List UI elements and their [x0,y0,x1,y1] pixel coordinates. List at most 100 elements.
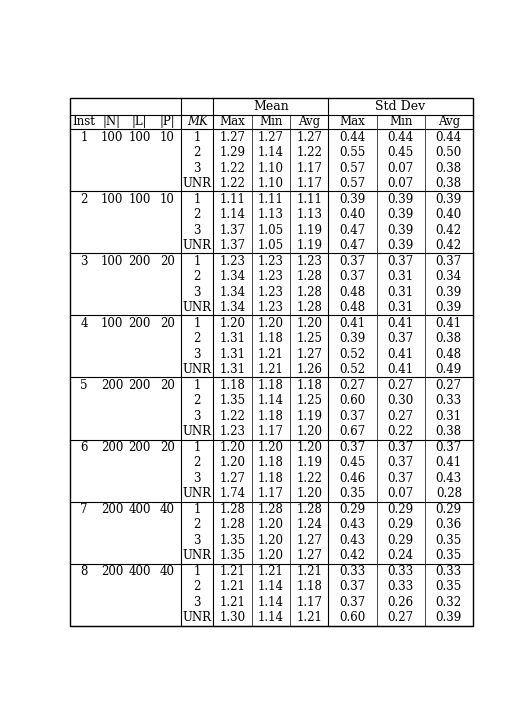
Text: 0.67: 0.67 [339,425,366,438]
Text: 0.31: 0.31 [436,409,462,423]
Text: 200: 200 [101,378,123,392]
Text: 1.27: 1.27 [296,347,322,361]
Text: 0.47: 0.47 [339,239,366,252]
Text: 2: 2 [193,333,201,345]
Text: 1.10: 1.10 [258,162,284,174]
Text: 0.33: 0.33 [436,565,462,578]
Text: 1.19: 1.19 [296,409,322,423]
Text: 1.22: 1.22 [219,409,245,423]
Text: 0.39: 0.39 [387,208,414,221]
Text: 3: 3 [193,472,201,485]
Text: 0.52: 0.52 [339,347,366,361]
Text: 1.34: 1.34 [219,270,245,283]
Text: 1.34: 1.34 [219,301,245,314]
Text: 0.31: 0.31 [387,301,413,314]
Text: UNR: UNR [183,549,212,562]
Text: 1.20: 1.20 [258,549,284,562]
Text: Max: Max [340,116,365,128]
Text: 1.29: 1.29 [219,146,245,159]
Text: 10: 10 [160,193,175,205]
Text: 6: 6 [81,441,88,454]
Text: 0.39: 0.39 [436,301,462,314]
Text: 0.36: 0.36 [436,518,462,532]
Text: 7: 7 [81,503,88,516]
Text: 0.37: 0.37 [387,255,414,268]
Text: 0.27: 0.27 [387,378,413,392]
Text: 0.41: 0.41 [387,317,413,330]
Text: Min: Min [389,116,412,128]
Text: 0.29: 0.29 [436,503,462,516]
Text: 0.43: 0.43 [339,534,366,547]
Text: 1: 1 [193,441,201,454]
Text: 1.26: 1.26 [296,363,322,376]
Text: 100: 100 [101,255,123,268]
Text: 1.23: 1.23 [219,425,245,438]
Text: 1.19: 1.19 [296,456,322,469]
Text: 0.27: 0.27 [387,409,413,423]
Text: 0.42: 0.42 [436,239,462,252]
Text: 1.20: 1.20 [258,534,284,547]
Text: 400: 400 [128,565,151,578]
Text: 1.20: 1.20 [296,487,322,501]
Text: 1: 1 [81,131,88,143]
Text: 1: 1 [193,503,201,516]
Text: 0.29: 0.29 [339,503,366,516]
Text: MK: MK [187,116,208,128]
Text: 1.23: 1.23 [258,286,284,299]
Text: 1.19: 1.19 [296,224,322,237]
Text: 1.23: 1.23 [258,270,284,283]
Text: 0.27: 0.27 [387,611,413,624]
Text: 100: 100 [128,131,151,143]
Text: 200: 200 [128,441,151,454]
Text: 1: 1 [193,565,201,578]
Text: 0.39: 0.39 [436,286,462,299]
Text: 0.37: 0.37 [387,441,414,454]
Text: 0.41: 0.41 [387,347,413,361]
Text: |N|: |N| [103,116,121,128]
Text: 3: 3 [193,224,201,237]
Text: 1.31: 1.31 [219,347,245,361]
Text: 0.07: 0.07 [387,177,414,190]
Text: 0.44: 0.44 [387,131,414,143]
Text: 0.31: 0.31 [387,270,413,283]
Text: 5: 5 [81,378,88,392]
Text: 0.60: 0.60 [339,611,366,624]
Text: 0.29: 0.29 [387,503,413,516]
Text: 1.20: 1.20 [219,456,245,469]
Text: 0.39: 0.39 [339,333,366,345]
Text: 0.22: 0.22 [387,425,413,438]
Text: 0.39: 0.39 [387,224,414,237]
Text: 0.32: 0.32 [436,596,462,609]
Text: 0.45: 0.45 [387,146,414,159]
Text: 1.25: 1.25 [296,394,322,407]
Text: 0.48: 0.48 [339,286,366,299]
Text: 0.37: 0.37 [387,456,414,469]
Text: 0.34: 0.34 [436,270,462,283]
Text: 1.10: 1.10 [258,177,284,190]
Text: 1.21: 1.21 [258,363,284,376]
Text: 100: 100 [101,131,123,143]
Text: 1: 1 [193,317,201,330]
Text: 40: 40 [160,565,175,578]
Text: 1: 1 [193,255,201,268]
Text: 0.33: 0.33 [387,580,414,593]
Text: 1.28: 1.28 [296,270,322,283]
Text: 1.27: 1.27 [219,472,245,485]
Text: 0.41: 0.41 [436,456,462,469]
Text: 0.07: 0.07 [387,162,414,174]
Text: 1.28: 1.28 [296,301,322,314]
Text: 0.39: 0.39 [436,193,462,205]
Text: 1.20: 1.20 [219,441,245,454]
Text: 0.46: 0.46 [339,472,366,485]
Text: 1.17: 1.17 [258,425,284,438]
Text: 100: 100 [128,193,151,205]
Text: 0.38: 0.38 [436,333,462,345]
Text: 20: 20 [160,317,175,330]
Text: 1.19: 1.19 [296,239,322,252]
Text: Min: Min [259,116,282,128]
Text: 1.20: 1.20 [296,425,322,438]
Text: 0.37: 0.37 [387,472,414,485]
Text: 1.14: 1.14 [258,146,284,159]
Text: 200: 200 [101,441,123,454]
Text: 1.27: 1.27 [296,534,322,547]
